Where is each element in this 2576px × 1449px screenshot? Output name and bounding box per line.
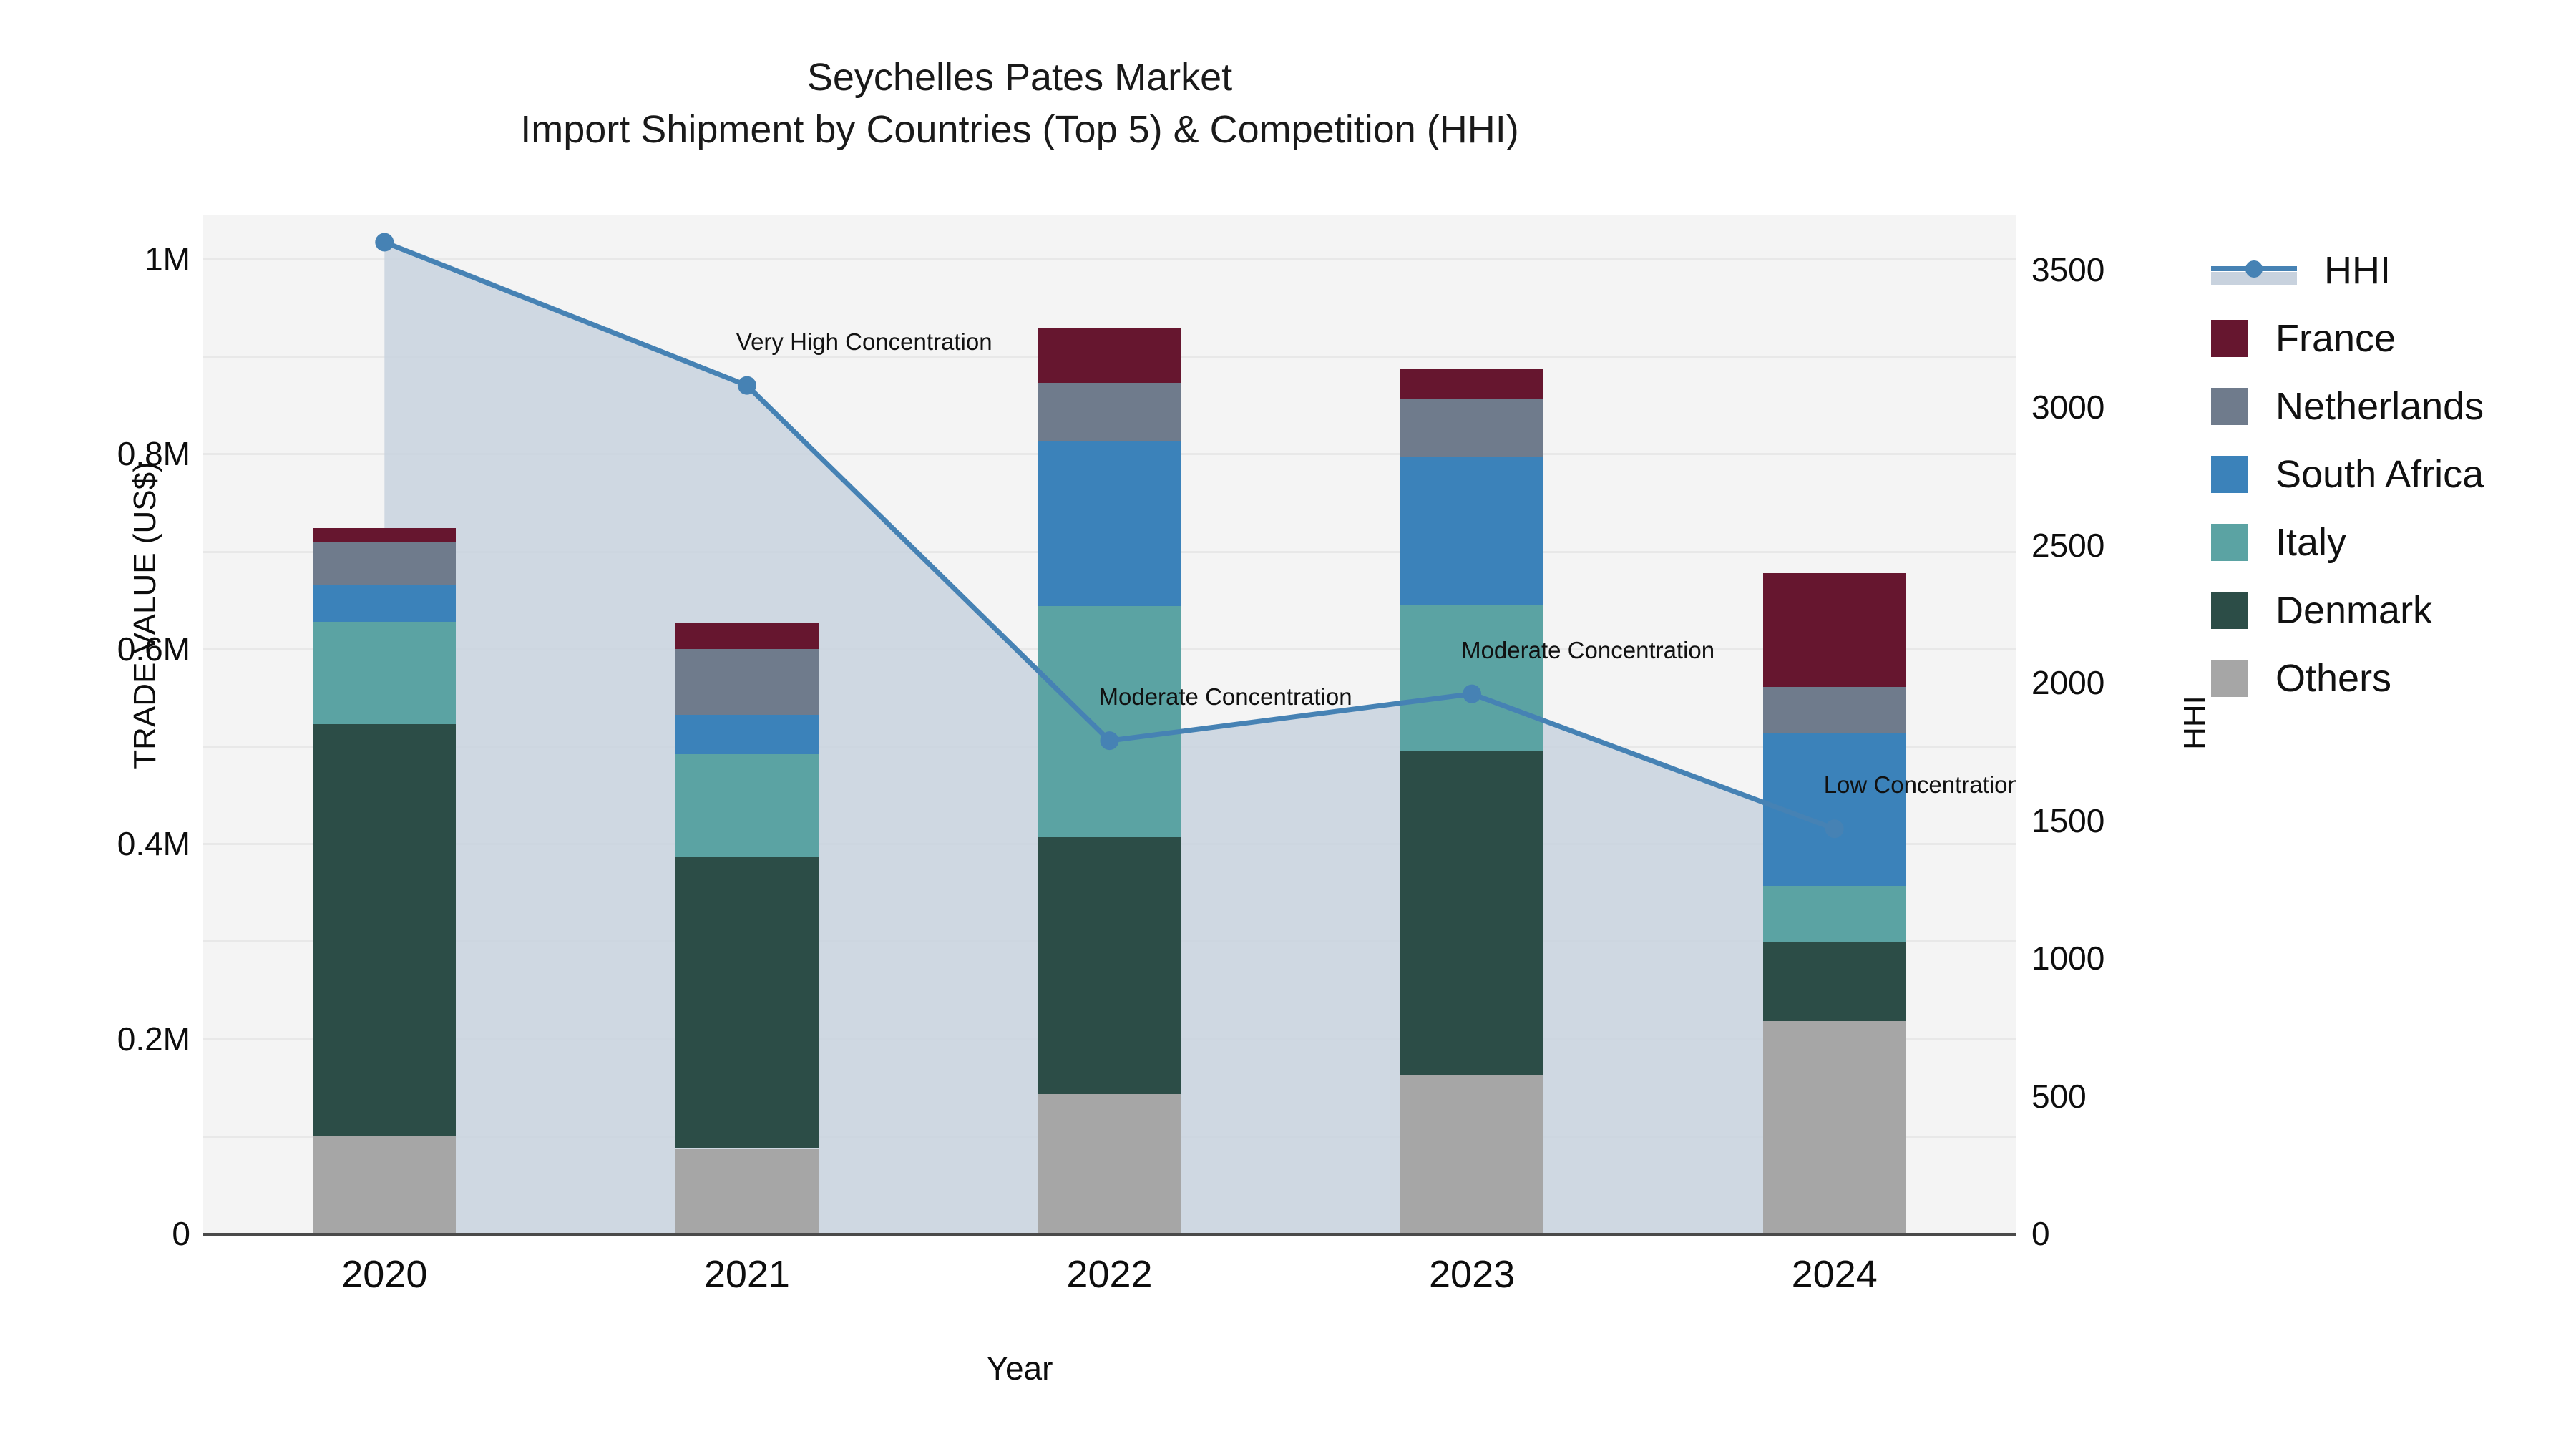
y-tick-left-0.2M: 0.2M [117, 1020, 190, 1058]
gridline [203, 258, 2016, 260]
bar-segment-south-africa[interactable] [1038, 441, 1181, 606]
bar-2020[interactable] [313, 215, 457, 1234]
legend-swatch-icon [2211, 319, 2248, 357]
annotation-2024: Low Concentration [1823, 771, 2016, 799]
legend-label: Denmark [2275, 588, 2433, 632]
title-line-2: Import Shipment by Countries (Top 5) & C… [520, 107, 1519, 151]
legend-item-hhi[interactable]: HHI [2211, 236, 2484, 304]
legend-label: South Africa [2275, 452, 2484, 496]
plot-inner: Very High ConcentrationVery High Concent… [203, 215, 2016, 1234]
bar-segment-others[interactable] [1400, 1075, 1544, 1234]
legend-label: HHI [2324, 248, 2391, 292]
legend-label: Italy [2275, 520, 2347, 564]
legend-item-denmark[interactable]: Denmark [2211, 576, 2484, 644]
hhi-marker-2021[interactable] [737, 376, 756, 395]
y-axis-left-label: TRADE VALUE (US$) [127, 462, 162, 769]
legend-swatch-icon [2211, 591, 2248, 629]
bar-segment-netherlands[interactable] [675, 648, 819, 716]
bar-segment-others[interactable] [1038, 1094, 1181, 1234]
y-axis-right-label: HHI [2177, 696, 2212, 750]
bar-segment-netherlands[interactable] [313, 541, 457, 585]
y-tick-right-1000: 1000 [2031, 940, 2105, 977]
bar-segment-netherlands[interactable] [1762, 686, 1906, 733]
bar-segment-denmark[interactable] [1762, 942, 1906, 1022]
bar-segment-france[interactable] [1038, 328, 1181, 383]
annotation-2021: Very High Concentration [736, 328, 992, 355]
y-tick-left-0.4M: 0.4M [117, 825, 190, 863]
y-tick-left-0.8M: 0.8M [117, 435, 190, 473]
x-tick-2020: 2020 [341, 1253, 428, 1296]
annotation-2022: Moderate Concentration [1098, 683, 1352, 711]
bar-segment-france[interactable] [313, 527, 457, 542]
hhi-marker-2023[interactable] [1463, 684, 1482, 703]
y-tick-right-0: 0 [2031, 1215, 2050, 1252]
bar-segment-south-africa[interactable] [313, 584, 457, 622]
chart-title: Seychelles Pates Market Import Shipment … [0, 52, 2039, 156]
bar-segment-others[interactable] [1762, 1021, 1906, 1234]
bar-segment-france[interactable] [675, 623, 819, 649]
y-tick-right-3500: 3500 [2031, 251, 2105, 288]
bar-segment-denmark[interactable] [1038, 836, 1181, 1095]
bar-segment-south-africa[interactable] [675, 715, 819, 754]
bar-segment-italy[interactable] [1400, 605, 1544, 751]
x-tick-2021: 2021 [703, 1253, 790, 1296]
bar-segment-denmark[interactable] [313, 723, 457, 1136]
x-tick-2023: 2023 [1429, 1253, 1516, 1296]
bar-segment-others[interactable] [675, 1148, 819, 1234]
legend-swatch-icon [2211, 455, 2248, 493]
plot-area: Very High ConcentrationVery High Concent… [203, 215, 2016, 1234]
bar-2024[interactable] [1762, 215, 1906, 1234]
hhi-marker-2024[interactable] [1825, 819, 1844, 839]
bar-2023[interactable] [1400, 215, 1544, 1234]
hhi-marker-2022[interactable] [1100, 731, 1119, 751]
legend-item-italy[interactable]: Italy [2211, 508, 2484, 576]
legend-swatch-icon [2211, 387, 2248, 425]
bar-segment-others[interactable] [313, 1136, 457, 1234]
legend-label: Others [2275, 656, 2392, 700]
y-tick-left-1M: 1M [145, 240, 190, 278]
legend-item-netherlands[interactable]: Netherlands [2211, 372, 2484, 440]
bar-segment-denmark[interactable] [1400, 751, 1544, 1076]
hhi-marker-2020[interactable] [375, 233, 394, 252]
bar-segment-france[interactable] [1400, 368, 1544, 399]
y-tick-left-0.6M: 0.6M [117, 630, 190, 668]
bar-segment-italy[interactable] [313, 621, 457, 724]
legend-item-south-africa[interactable]: South Africa [2211, 440, 2484, 508]
y-tick-right-1500: 1500 [2031, 801, 2105, 839]
legend-line-icon [2211, 252, 2297, 289]
title-line-1: Seychelles Pates Market [806, 56, 1233, 99]
legend-swatch-icon [2211, 523, 2248, 561]
x-tick-2024: 2024 [1791, 1253, 1878, 1296]
legend-swatch-icon [2211, 659, 2248, 697]
bar-2021[interactable] [675, 215, 819, 1234]
bar-segment-italy[interactable] [675, 753, 819, 857]
bar-segment-france[interactable] [1762, 572, 1906, 687]
legend-item-others[interactable]: Others [2211, 644, 2484, 712]
x-tick-2022: 2022 [1066, 1253, 1153, 1296]
legend-item-france[interactable]: France [2211, 304, 2484, 372]
y-tick-right-2000: 2000 [2031, 664, 2105, 702]
bar-segment-italy[interactable] [1762, 885, 1906, 942]
y-tick-right-2500: 2500 [2031, 526, 2105, 564]
bar-2022[interactable] [1038, 215, 1181, 1234]
bar-segment-denmark[interactable] [675, 856, 819, 1149]
legend-label: France [2275, 316, 2396, 360]
bar-segment-netherlands[interactable] [1400, 398, 1544, 457]
x-axis-label: Year [986, 1350, 1053, 1387]
bar-segment-italy[interactable] [1038, 605, 1181, 837]
legend-label: Netherlands [2275, 384, 2484, 428]
x-axis-line [203, 1233, 2016, 1236]
bar-segment-netherlands[interactable] [1038, 382, 1181, 441]
legend: HHI France Netherlands South Africa Italy Den… [2211, 236, 2484, 712]
y-tick-right-500: 500 [2031, 1077, 2087, 1115]
annotation-2023: Moderate Concentration [1461, 636, 1715, 663]
hhi-line-series [375, 233, 1844, 839]
y-tick-right-3000: 3000 [2031, 389, 2105, 426]
bar-segment-south-africa[interactable] [1400, 457, 1544, 605]
y-tick-left-0: 0 [172, 1215, 190, 1252]
